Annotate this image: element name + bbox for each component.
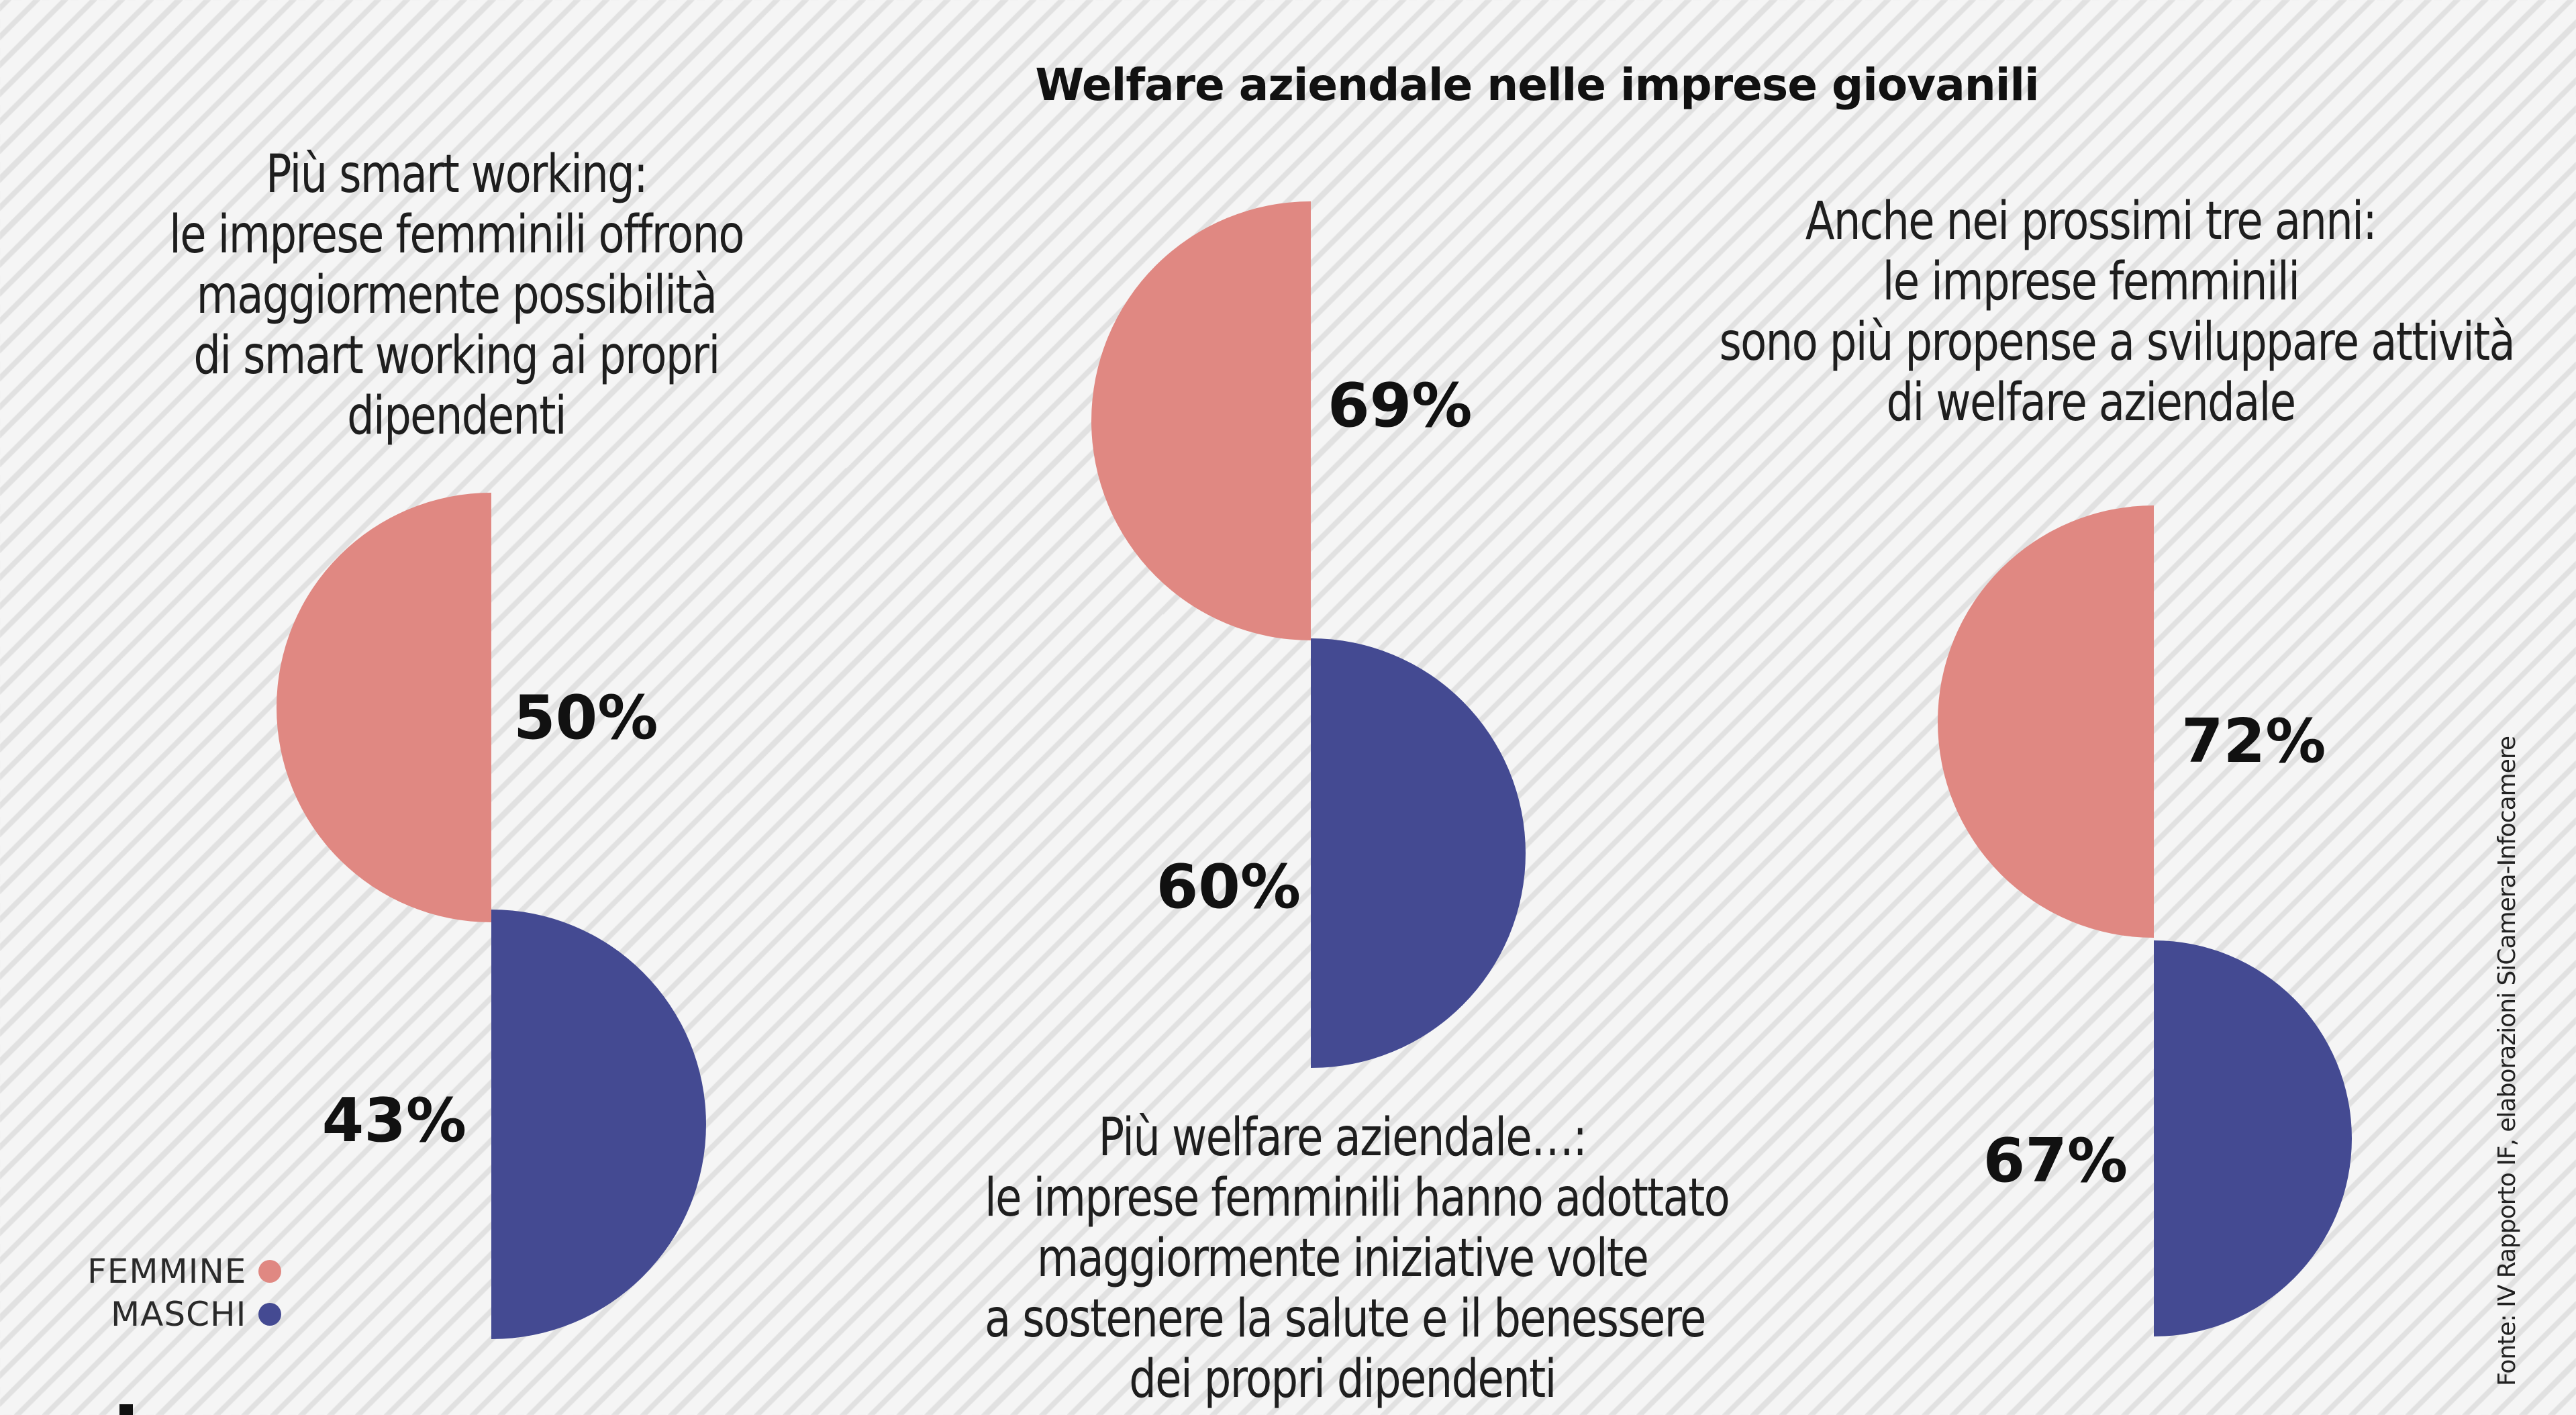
value-label-maschi: 43% — [322, 1085, 466, 1156]
value-label-maschi: 60% — [1156, 852, 1301, 922]
value-label-femmine: 50% — [513, 683, 658, 753]
semicircle-femmine — [1091, 201, 1311, 640]
semicircle-femmine — [1938, 505, 2154, 938]
caption-line: le imprese femminili hanno adottato — [985, 1168, 1730, 1228]
legend-item-femmine: FEMMINE — [87, 1250, 282, 1293]
legend: FEMMINE MASCHI — [87, 1250, 282, 1336]
value-label-femmine: 69% — [1328, 371, 1472, 441]
caption-smart-working: Più smart working: le imprese femminili … — [137, 144, 775, 446]
caption-line: sono più propense a sviluppare attività — [1719, 312, 2516, 373]
semicircle-maschi — [491, 910, 706, 1339]
source-note: Fonte: IV Rapporto IF, elaborazioni SiCa… — [2493, 736, 2521, 1386]
corner-mark — [119, 1404, 133, 1415]
caption-line: di smart working ai propri — [193, 326, 720, 386]
legend-swatch-maschi — [258, 1303, 282, 1326]
legend-label-maschi: MASCHI — [111, 1295, 247, 1334]
semicircle-femmine — [277, 493, 491, 922]
chart-title: Welfare aziendale nelle imprese giovanil… — [1035, 59, 2039, 111]
caption-line: le imprese femminili — [1882, 252, 2300, 312]
caption-line: Anche nei prossimi tre anni: — [1805, 191, 2377, 252]
legend-item-maschi: MASCHI — [87, 1293, 282, 1336]
legend-swatch-femmine — [258, 1260, 282, 1283]
caption-line: maggiormente iniziative volte — [1036, 1228, 1649, 1289]
value-label-maschi: 67% — [1983, 1126, 2128, 1196]
caption-line: dei propri dipendenti — [1129, 1349, 1556, 1410]
caption-line: Più welfare aziendale…: — [1098, 1108, 1587, 1168]
semicircle-maschi — [2154, 940, 2352, 1336]
caption-prossimi-tre-anni: Anche nei prossimi tre anni: le imprese … — [1719, 191, 2516, 433]
caption-line: maggiormente possibilità — [196, 265, 717, 326]
caption-line: a sostenere la salute e il benessere — [985, 1289, 1706, 1349]
semicircle-maschi — [1311, 638, 1526, 1068]
caption-line: dipendenti — [347, 386, 566, 446]
caption-line: le imprese femminili offrono — [169, 205, 744, 265]
caption-line: di welfare aziendale — [1886, 373, 2297, 433]
value-label-femmine: 72% — [2181, 706, 2326, 777]
caption-line: Più smart working: — [265, 144, 648, 205]
legend-label-femmine: FEMMINE — [87, 1252, 247, 1291]
caption-welfare-aziendale: Più welfare aziendale…: le imprese femmi… — [985, 1108, 1730, 1410]
